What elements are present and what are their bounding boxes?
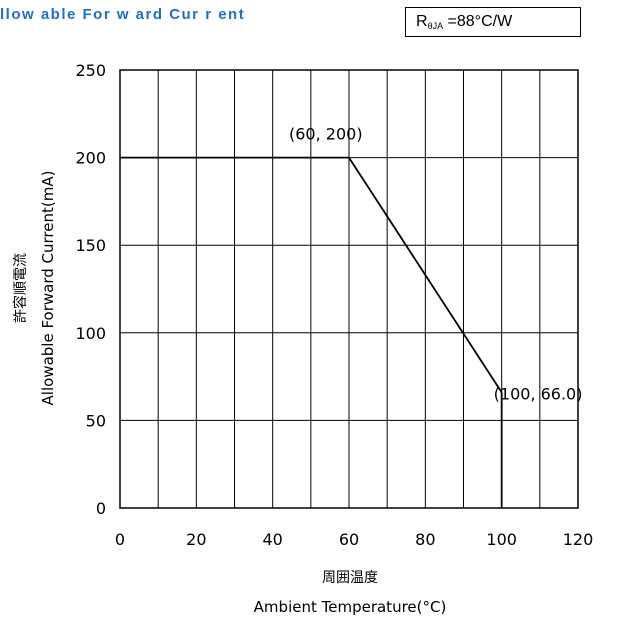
x-axis-label-jp: 周囲温度 (322, 570, 378, 586)
y-tick-label: 0 (96, 499, 106, 518)
chart-title: llow able For w ard Cur r ent (0, 6, 246, 23)
x-tick-label: 100 (486, 530, 517, 549)
y-tick-labels: 0 50 100 150 200 250 (75, 61, 106, 518)
thermal-resistance-box: RθJA =88°C/W (405, 7, 581, 37)
y-tick-label: 50 (86, 411, 106, 430)
y-axis-label-jp: 許容順電流 (12, 253, 29, 323)
thermal-resistance-symbol: R (416, 13, 428, 30)
thermal-resistance-subscript: θJA (427, 21, 444, 31)
annotation-peak: (60, 200) (289, 125, 363, 144)
x-tick-label: 20 (186, 530, 206, 549)
annotation-endpoint: (100, 66.0) (494, 384, 583, 403)
x-tick-label: 120 (563, 530, 594, 549)
x-tick-label: 80 (415, 530, 435, 549)
y-axis-label: Allowable Forward Current(mA) (39, 171, 57, 406)
x-tick-label: 60 (339, 530, 359, 549)
x-tick-label: 40 (262, 530, 282, 549)
annotations: (60, 200) (100, 66.0) (289, 125, 582, 404)
thermal-resistance-value: =88°C/W (443, 13, 513, 30)
y-tick-label: 250 (75, 61, 106, 80)
series-line (120, 156, 503, 508)
x-tick-label: 0 (115, 530, 125, 549)
x-tick-labels: 0 20 40 60 80 100 120 (115, 530, 593, 549)
plot-frame (119, 69, 579, 509)
y-tick-label: 100 (75, 324, 106, 343)
y-tick-label: 200 (75, 149, 106, 168)
y-tick-label: 150 (75, 236, 106, 255)
x-axis-label: Ambient Temperature(°C) (254, 598, 447, 616)
